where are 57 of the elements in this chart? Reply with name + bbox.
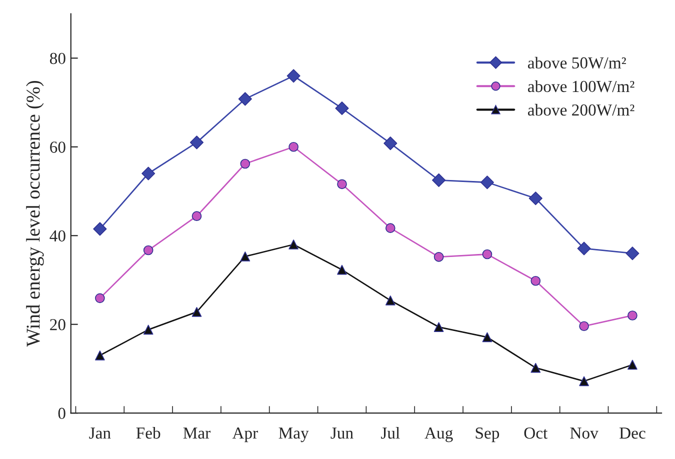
x-tick-label: May <box>278 428 309 442</box>
point <box>240 158 250 169</box>
point <box>530 362 541 373</box>
y-axis-title: Wind energy level occurrence (%) <box>26 80 44 347</box>
point <box>628 310 638 320</box>
legend-label: above 50W/m² <box>528 56 626 69</box>
point <box>142 166 156 180</box>
legend-label: above 100W/m² <box>528 80 634 92</box>
point <box>190 136 204 150</box>
point <box>384 136 398 150</box>
x-tick-label: Mar <box>183 428 210 439</box>
x-tick-label: Sep <box>476 428 500 442</box>
point <box>432 173 446 187</box>
point <box>528 192 542 206</box>
point <box>337 179 347 190</box>
x-tick-label: Jan <box>89 428 111 439</box>
x-tick-label: Jun <box>330 428 354 439</box>
point <box>482 249 492 260</box>
point <box>385 223 396 233</box>
point <box>579 376 589 386</box>
point <box>480 176 494 190</box>
x-tick-label: Jul <box>381 426 400 439</box>
point <box>434 252 444 262</box>
point <box>628 360 638 370</box>
point <box>335 101 349 116</box>
point <box>143 324 154 335</box>
point <box>286 69 300 83</box>
point <box>337 264 347 275</box>
x-tick-label: Nov <box>570 428 598 439</box>
y-tick-label: 60 <box>50 142 66 153</box>
y-tick-label: 20 <box>50 319 66 330</box>
y-tick-label: 0 <box>58 408 66 420</box>
x-tick-label: Feb <box>136 426 160 439</box>
legend-label: above 200W/m² <box>528 104 634 116</box>
point <box>93 222 107 236</box>
point <box>482 332 492 342</box>
x-tick-label: Oct <box>524 428 548 439</box>
point <box>579 321 589 332</box>
point <box>385 295 396 306</box>
point <box>288 142 298 152</box>
point <box>288 240 298 250</box>
point <box>577 242 591 256</box>
point <box>95 350 105 360</box>
point <box>626 246 640 260</box>
y-tick-label: 40 <box>50 230 66 242</box>
point <box>95 293 105 304</box>
point <box>434 322 444 332</box>
point <box>143 245 154 256</box>
point <box>240 252 250 262</box>
x-tick-label: Aug <box>424 428 453 442</box>
point <box>238 92 252 106</box>
point <box>530 276 541 286</box>
point <box>192 307 202 317</box>
x-tick-label: Dec <box>620 428 646 439</box>
y-tick-label: 80 <box>50 52 66 64</box>
x-tick-label: Apr <box>232 428 258 442</box>
point <box>192 211 202 222</box>
